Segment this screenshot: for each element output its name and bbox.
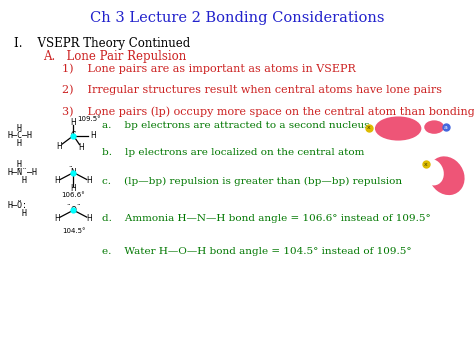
- Text: x: x: [424, 162, 428, 167]
- Text: H: H: [90, 131, 96, 140]
- Ellipse shape: [428, 156, 465, 195]
- Text: H: H: [87, 176, 92, 185]
- Text: H—C—H: H—C—H: [7, 131, 32, 140]
- Ellipse shape: [375, 116, 421, 141]
- Text: N: N: [71, 168, 76, 177]
- Text: H: H: [7, 124, 22, 132]
- Ellipse shape: [421, 159, 444, 185]
- Text: C: C: [71, 131, 76, 140]
- Text: H—N̈—H: H—N̈—H: [7, 168, 37, 177]
- Text: Ḥ: Ḥ: [7, 160, 22, 169]
- Text: ··: ··: [68, 164, 73, 170]
- Text: O: O: [71, 206, 76, 215]
- Text: a: a: [444, 125, 447, 130]
- Text: 104.5°: 104.5°: [62, 228, 85, 234]
- Text: H: H: [79, 143, 84, 152]
- Text: H: H: [87, 214, 92, 223]
- Text: d.    Ammonia H—N—H bond angle = 106.6° instead of 109.5°: d. Ammonia H—N—H bond angle = 106.6° ins…: [102, 214, 431, 223]
- Text: 2)    Irregular structures result when central atoms have lone pairs: 2) Irregular structures result when cent…: [62, 84, 442, 95]
- Ellipse shape: [424, 120, 444, 134]
- Text: x: x: [367, 125, 371, 130]
- Text: 1)    Lone pairs are as important as atoms in VSEPR: 1) Lone pairs are as important as atoms …: [62, 64, 356, 75]
- Text: H: H: [56, 142, 62, 151]
- Text: b.    lp electrons are localized on the central atom: b. lp electrons are localized on the cen…: [102, 148, 365, 157]
- Text: e.    Water H—O—H bond angle = 104.5° instead of 109.5°: e. Water H—O—H bond angle = 104.5° inste…: [102, 247, 411, 256]
- Text: H: H: [71, 184, 76, 193]
- Text: A.   Lone Pair Repulsion: A. Lone Pair Repulsion: [43, 50, 186, 64]
- Text: Ch 3 Lecture 2 Bonding Considerations: Ch 3 Lecture 2 Bonding Considerations: [90, 11, 384, 25]
- Text: 106.6°: 106.6°: [62, 192, 85, 198]
- Text: c.    (lp—bp) repulsion is greater than (bp—bp) repulsion: c. (lp—bp) repulsion is greater than (bp…: [102, 177, 402, 186]
- Text: H: H: [55, 176, 60, 185]
- Text: I.    VSEPR Theory Continued: I. VSEPR Theory Continued: [14, 37, 191, 50]
- Text: ··: ··: [66, 202, 71, 208]
- Text: H: H: [55, 214, 60, 223]
- Text: H: H: [7, 209, 27, 218]
- Text: ··: ··: [76, 202, 81, 208]
- Text: 109.5°: 109.5°: [77, 116, 101, 122]
- Text: H: H: [7, 139, 22, 148]
- Text: H—Ö:: H—Ö:: [7, 201, 27, 210]
- Text: H: H: [71, 118, 76, 127]
- Text: H: H: [7, 176, 27, 185]
- Text: a.    bp electrons are attracted to a second nucleus: a. bp electrons are attracted to a secon…: [102, 121, 369, 130]
- Text: 3)    Lone pairs (lp) occupy more space on the central atom than bonding pairs (: 3) Lone pairs (lp) occupy more space on …: [62, 106, 474, 117]
